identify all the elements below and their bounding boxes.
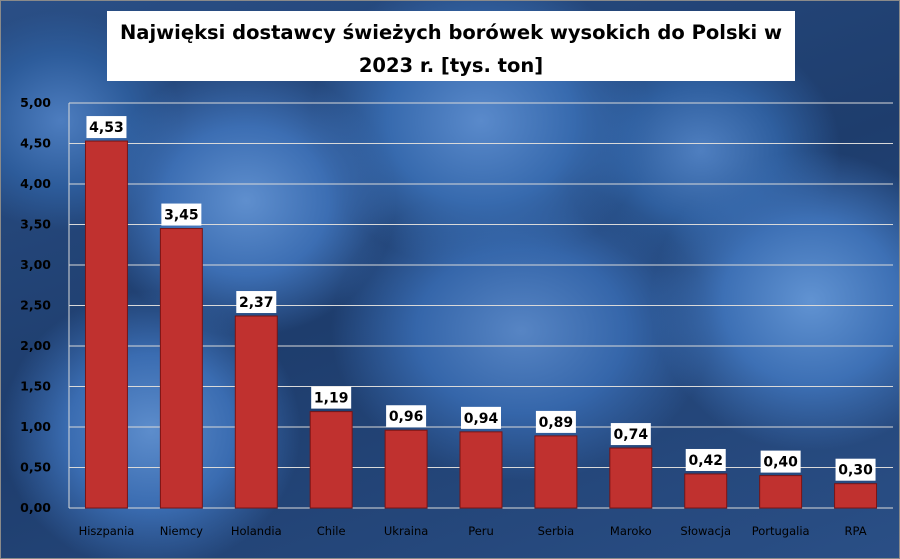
chart-title-line-1: Najwięksi dostawcy świeżych borówek wyso… (120, 21, 782, 44)
y-tick-label: 3,00 (20, 257, 51, 272)
value-label-box (86, 116, 127, 139)
y-tick-label: 1,50 (20, 379, 51, 394)
x-tick-label: Niemcy (160, 524, 203, 538)
value-label-box (610, 423, 651, 446)
value-label-box (311, 386, 352, 409)
value-label-box (685, 448, 726, 471)
x-tick-label: Portugalia (752, 524, 810, 538)
x-tick-label: Ukraina (384, 524, 428, 538)
y-tick-label: 3,50 (20, 217, 51, 232)
y-tick-label: 0,00 (20, 500, 51, 515)
bar-holandia (234, 315, 278, 509)
x-tick-label: Peru (468, 524, 494, 538)
value-label: 0,96 (389, 409, 424, 425)
bar-maroko (609, 447, 653, 509)
bar-rpa (834, 483, 878, 509)
value-label: 3,45 (164, 208, 199, 224)
y-tick-label: 1,00 (20, 419, 51, 434)
x-tick-label: Serbia (538, 524, 575, 538)
value-label: 2,37 (239, 295, 274, 311)
chart-title-line-2: 2023 r. [tys. ton] (359, 54, 543, 77)
value-label-box (835, 458, 876, 481)
value-label: 1,19 (314, 391, 349, 407)
bar-peru (459, 431, 503, 509)
value-label: 0,40 (763, 455, 798, 471)
value-label-box (535, 410, 576, 433)
value-label: 4,53 (89, 120, 124, 136)
bar-serbia (534, 435, 578, 509)
title-box (107, 11, 795, 81)
x-tick-label: RPA (845, 524, 867, 538)
bar-portugalia (759, 475, 803, 509)
bar-niemcy (159, 228, 203, 509)
x-tick-label: Hiszpania (79, 524, 135, 538)
value-label-box (161, 203, 202, 226)
value-label-box (461, 406, 501, 429)
value-label-box (236, 291, 277, 314)
bar-ukraina (384, 429, 428, 509)
bar-hiszpania (84, 140, 128, 509)
value-label: 0,74 (614, 427, 649, 443)
y-tick-label: 5,00 (20, 95, 51, 110)
value-label: 0,30 (838, 463, 873, 479)
x-tick-label: Holandia (231, 524, 282, 538)
x-tick-label: Maroko (610, 524, 652, 538)
y-tick-label: 0,50 (20, 460, 51, 475)
value-label: 0,89 (539, 415, 574, 431)
value-label-box (386, 405, 427, 428)
y-tick-label: 4,00 (20, 176, 51, 191)
y-tick-label: 4,50 (20, 136, 51, 151)
bar-słowacja (684, 473, 728, 509)
x-tick-label: Słowacja (680, 524, 731, 538)
x-tick-label: Chile (317, 524, 346, 538)
value-label: 0,94 (464, 411, 499, 427)
value-label-box (760, 450, 801, 473)
bar-chile (309, 411, 353, 509)
y-tick-label: 2,50 (20, 298, 51, 313)
value-label: 0,42 (688, 453, 723, 469)
y-tick-label: 2,00 (20, 338, 51, 353)
